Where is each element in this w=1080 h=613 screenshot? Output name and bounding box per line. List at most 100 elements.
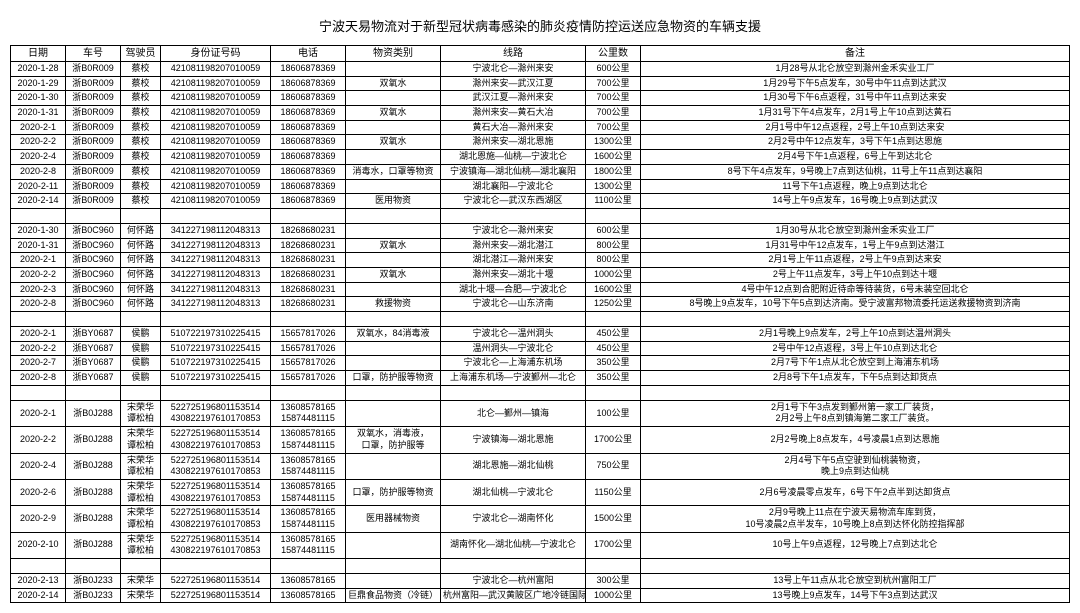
table-cell: 2号上午11点发车，3号上午10点到达十堰 — [641, 267, 1070, 282]
table-cell — [346, 532, 441, 558]
table-cell: 421081198207010059 — [161, 135, 271, 150]
table-row: 2020-2-3浙B0C960何怀路3412271981120483131826… — [11, 282, 1070, 297]
table-cell: 1150公里 — [586, 479, 641, 505]
table-cell — [346, 91, 441, 106]
table-cell: 15657817026 — [271, 371, 346, 386]
table-cell: 浙B0R009 — [66, 150, 121, 165]
table-cell: 2月6号凌晨零点发车，6号下午2点半到达卸货点 — [641, 479, 1070, 505]
table-row: 2020-2-7浙BY0687侯鹏51072219731022541515657… — [11, 356, 1070, 371]
table-cell: 450公里 — [586, 341, 641, 356]
table-cell: 18606878369 — [271, 62, 346, 77]
table-cell: 700公里 — [586, 106, 641, 121]
table-cell: 宁波北仑—武汉东西湖区 — [441, 194, 586, 209]
table-cell: 600公里 — [586, 62, 641, 77]
table-cell: 浙B0R009 — [66, 194, 121, 209]
table-cell: 宁波北仑—山东济南 — [441, 297, 586, 312]
table-cell: 1月31号中午12点发车，1号上午9点到达潜江 — [641, 238, 1070, 253]
table-cell: 1000公里 — [586, 267, 641, 282]
table-cell — [346, 356, 441, 371]
table-cell: 2020-2-1 — [11, 400, 66, 426]
table-cell: 浙BY0687 — [66, 356, 121, 371]
table-cell: 2020-2-14 — [11, 194, 66, 209]
table-cell: 蔡校 — [121, 62, 161, 77]
table-cell: 13608578165 — [271, 574, 346, 589]
table-cell: 2020-2-6 — [11, 479, 66, 505]
table-cell: 何怀路 — [121, 238, 161, 253]
table-cell: 1100公里 — [586, 194, 641, 209]
table-cell: 浙B0R009 — [66, 76, 121, 91]
table-cell: 522725196801153514430822197610170853 — [161, 506, 271, 532]
table-cell: 浙B0J288 — [66, 479, 121, 505]
table-cell: 1800公里 — [586, 164, 641, 179]
table-cell: 522725196801153514430822197610170853 — [161, 400, 271, 426]
table-cell: 蔡校 — [121, 135, 161, 150]
table-cell: 浙B0C960 — [66, 267, 121, 282]
table-cell: 341227198112048313 — [161, 297, 271, 312]
table-cell: 上海浦东机场—宁波鄞州—北仑 — [441, 371, 586, 386]
table-cell: 2020-2-8 — [11, 164, 66, 179]
table-cell: 522725196801153514430822197610170853 — [161, 532, 271, 558]
table-cell: 何怀路 — [121, 267, 161, 282]
table-cell: 18268680231 — [271, 297, 346, 312]
table-cell: 800公里 — [586, 253, 641, 268]
table-cell: 2020-2-8 — [11, 297, 66, 312]
table-cell: 2月1号晚上9点发车，2号上午10点到达温州洞头 — [641, 327, 1070, 342]
group-separator — [11, 208, 1070, 223]
table-cell — [346, 150, 441, 165]
table-cell: 口罩，防护服等物资 — [346, 479, 441, 505]
table-row: 2020-2-1浙B0R009蔡校42108119820701005918606… — [11, 120, 1070, 135]
table-cell: 宁波北仑—上海浦东机场 — [441, 356, 586, 371]
table-cell — [346, 120, 441, 135]
table-cell: 18268680231 — [271, 267, 346, 282]
column-header: 日期 — [11, 46, 66, 62]
table-cell: 1500公里 — [586, 506, 641, 532]
table-cell: 蔡校 — [121, 150, 161, 165]
table-cell: 杭州富阳—武汉黄陂区广地冷链国际 — [441, 588, 586, 603]
table-cell: 2020-1-30 — [11, 223, 66, 238]
table-cell: 421081198207010059 — [161, 76, 271, 91]
table-cell: 2020-1-31 — [11, 106, 66, 121]
table-row: 2020-1-29浙B0R009蔡校4210811982070100591860… — [11, 76, 1070, 91]
table-cell: 宋荣华谭松柏 — [121, 400, 161, 426]
table-cell: 600公里 — [586, 223, 641, 238]
table-cell: 18606878369 — [271, 179, 346, 194]
column-header: 物资类别 — [346, 46, 441, 62]
table-cell: 1月30号下午6点返程，31号中午11点到达来安 — [641, 91, 1070, 106]
table-cell: 1月31号下午4点发车，2月1号上午10点到达黄石 — [641, 106, 1070, 121]
table-cell — [346, 253, 441, 268]
table-cell: 2月7号下午1点从北仑放空到上海浦东机场 — [641, 356, 1070, 371]
table-cell: 100公里 — [586, 400, 641, 426]
table-cell: 1360857816515874481115 — [271, 453, 346, 479]
table-row: 2020-2-8浙B0C960何怀路3412271981120483131826… — [11, 297, 1070, 312]
table-cell: 510722197310225415 — [161, 327, 271, 342]
table-cell: 15657817026 — [271, 341, 346, 356]
table-cell: 350公里 — [586, 371, 641, 386]
table-cell: 1600公里 — [586, 282, 641, 297]
table-cell: 浙B0R009 — [66, 179, 121, 194]
table-row: 2020-2-8浙B0R009蔡校42108119820701005918606… — [11, 164, 1070, 179]
table-cell: 宋荣华 — [121, 574, 161, 589]
table-row: 2020-2-1浙B0C960何怀路3412271981120483131826… — [11, 253, 1070, 268]
table-cell: 浙B0C960 — [66, 297, 121, 312]
table-cell: 2020-2-2 — [11, 267, 66, 282]
table-cell: 湖北潜江—滁州来安 — [441, 253, 586, 268]
table-row: 2020-1-28浙B0R009蔡校4210811982070100591860… — [11, 62, 1070, 77]
table-row: 2020-2-2浙B0J288宋荣华谭松柏5227251968011535144… — [11, 427, 1070, 453]
table-row: 2020-1-30浙B0C960何怀路341227198112048313182… — [11, 223, 1070, 238]
table-cell: 8号晚上9点发车，10号下午5点到达济南。受宁波富邦物流委托运送救援物资到济南 — [641, 297, 1070, 312]
table-cell: 浙B0J288 — [66, 427, 121, 453]
table-cell: 1300公里 — [586, 179, 641, 194]
table-cell: 421081198207010059 — [161, 194, 271, 209]
table-cell: 宁波北仑—滁州来安 — [441, 223, 586, 238]
table-cell: 700公里 — [586, 76, 641, 91]
table-cell: 450公里 — [586, 327, 641, 342]
table-cell: 北仑—鄞州—镇海 — [441, 400, 586, 426]
table-cell: 湖北恩施—仙桃—宁波北仑 — [441, 150, 586, 165]
table-cell: 浙B0J233 — [66, 574, 121, 589]
table-row: 2020-2-10浙B0J288宋荣华谭松柏522725196801153514… — [11, 532, 1070, 558]
table-cell: 421081198207010059 — [161, 106, 271, 121]
column-header: 驾驶员 — [121, 46, 161, 62]
table-cell: 522725196801153514430822197610170853 — [161, 427, 271, 453]
table-cell: 2020-2-7 — [11, 356, 66, 371]
table-cell: 2月4号下午1点返程，6号上午到达北仑 — [641, 150, 1070, 165]
